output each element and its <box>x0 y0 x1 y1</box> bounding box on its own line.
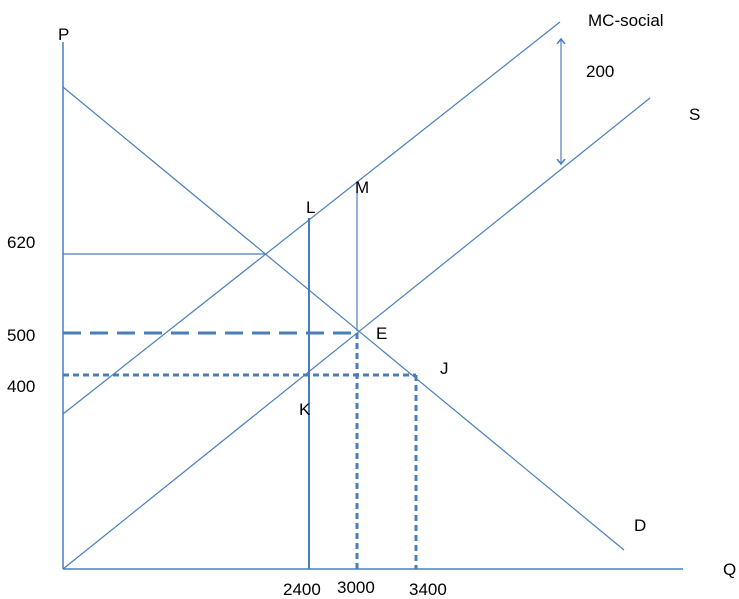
point-j-label: J <box>440 359 449 378</box>
demand-label: D <box>634 516 646 535</box>
demand-curve <box>62 86 625 551</box>
point-m-label: M <box>355 178 369 197</box>
mc-social-label: MC-social <box>588 11 664 30</box>
point-e-label: E <box>376 324 387 343</box>
x-axis-label: Q <box>723 560 736 579</box>
mc-social-curve <box>62 21 561 415</box>
gap-label: 200 <box>586 62 614 81</box>
quantity-tick-3000: 3000 <box>337 578 375 597</box>
quantity-tick-3400: 3400 <box>409 580 447 599</box>
point-k-label: K <box>299 400 311 419</box>
y-axis-label: P <box>58 25 69 44</box>
price-tick-620: 620 <box>7 233 35 252</box>
price-tick-500: 500 <box>7 326 35 345</box>
supply-label: S <box>689 105 700 124</box>
quantity-tick-2400: 2400 <box>283 580 321 599</box>
price-tick-400: 400 <box>7 377 35 396</box>
point-l-label: L <box>306 198 315 217</box>
